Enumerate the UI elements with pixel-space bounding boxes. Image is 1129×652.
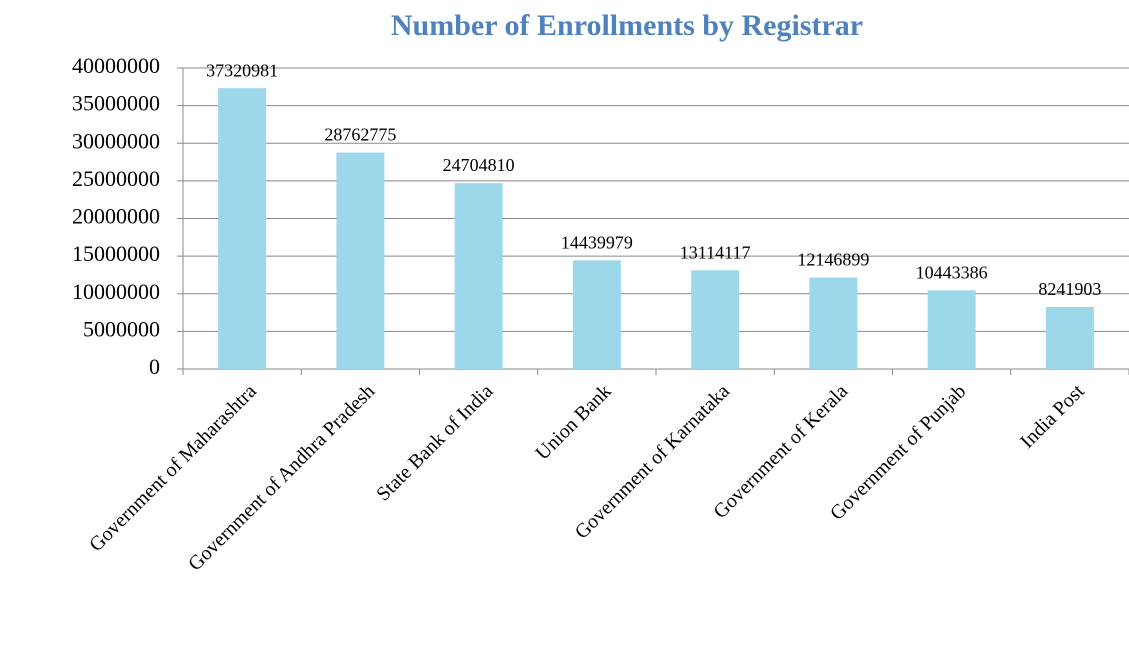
bar bbox=[218, 88, 267, 370]
y-tick-label: 5000000 bbox=[83, 316, 160, 341]
y-tick-label: 15000000 bbox=[72, 241, 160, 266]
x-tick-label: State Bank of India bbox=[372, 380, 497, 505]
data-label: 24704810 bbox=[443, 155, 515, 175]
bar bbox=[454, 183, 503, 369]
bar bbox=[809, 277, 858, 369]
x-tick-label: Union Bank bbox=[531, 380, 615, 464]
bar bbox=[336, 152, 385, 369]
bar bbox=[1045, 306, 1094, 369]
y-tick-label: 35000000 bbox=[72, 91, 160, 116]
data-label: 28762775 bbox=[324, 125, 396, 145]
x-tick-label: India Post bbox=[1016, 380, 1089, 453]
data-label: 10443386 bbox=[916, 263, 988, 283]
data-label: 13114117 bbox=[680, 242, 751, 262]
data-label: 12146899 bbox=[797, 250, 869, 270]
y-tick-label: 25000000 bbox=[72, 166, 160, 191]
y-tick-label: 20000000 bbox=[72, 204, 160, 229]
bar bbox=[927, 290, 976, 369]
data-label: 37320981 bbox=[206, 60, 278, 80]
bar bbox=[691, 270, 740, 369]
data-label: 14439979 bbox=[561, 232, 633, 252]
chart-title: Number of Enrollments by Registrar bbox=[391, 9, 863, 42]
y-tick-label: 40000000 bbox=[72, 53, 160, 78]
x-tick-label: Government of Punjab bbox=[826, 380, 970, 524]
y-tick-label: 10000000 bbox=[72, 279, 160, 304]
data-label: 8241903 bbox=[1038, 279, 1101, 299]
y-tick-label: 0 bbox=[149, 354, 160, 379]
x-tick-label: Government of Kerala bbox=[709, 380, 852, 523]
bar bbox=[572, 260, 621, 369]
x-tick-label: Government of Andhra Pradesh bbox=[184, 380, 379, 575]
y-tick-label: 30000000 bbox=[72, 128, 160, 153]
